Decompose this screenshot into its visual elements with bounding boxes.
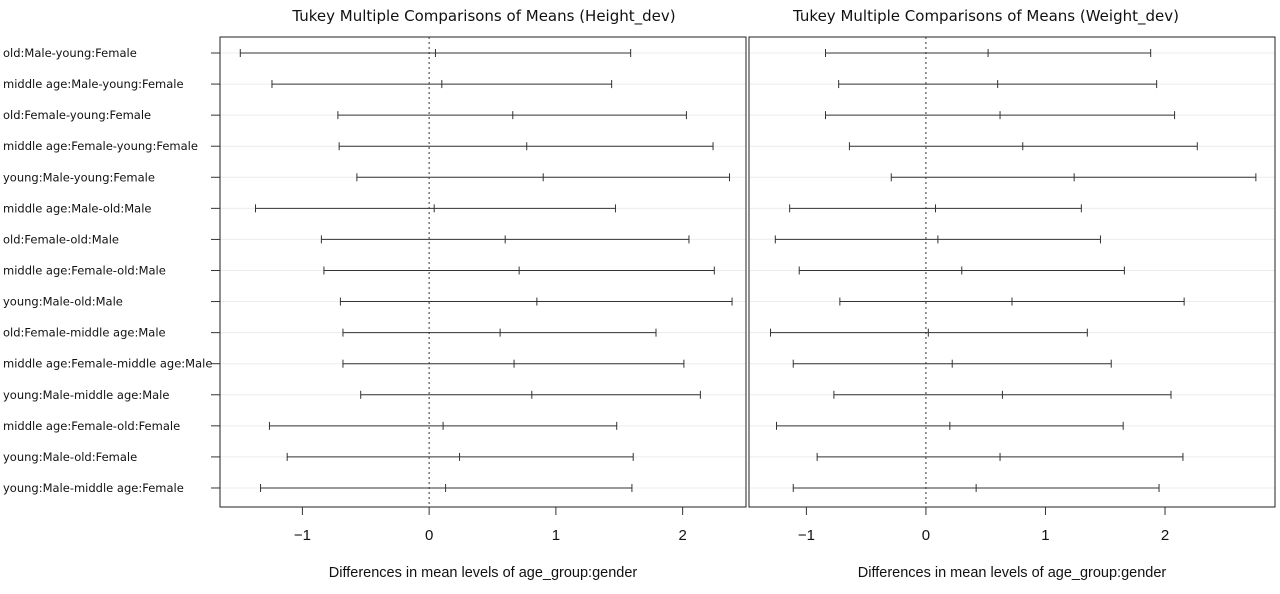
category-label: young:Male-young:Female [3, 170, 155, 184]
chart-panel-1: Tukey Multiple Comparisons of Means (Hei… [3, 7, 747, 581]
chart-panel-2: Tukey Multiple Comparisons of Means (Wei… [748, 7, 1276, 581]
category-label: middle age:Female-old:Male [3, 263, 166, 277]
x-axis-label: Differences in mean levels of age_group:… [329, 565, 638, 581]
category-label: middle age:Female-middle age:Male [3, 357, 212, 371]
category-label: young:Male-middle age:Female [3, 481, 184, 495]
x-axis-label: Differences in mean levels of age_group:… [858, 565, 1167, 581]
category-label: old:Female-middle age:Male [3, 326, 166, 340]
category-label: old:Female-old:Male [3, 232, 119, 246]
category-label: young:Male-old:Female [3, 450, 137, 464]
chart-title: Tukey Multiple Comparisons of Means (Hei… [291, 7, 675, 26]
x-tick-label: 1 [1041, 527, 1049, 544]
category-label: middle age:Female-old:Female [3, 419, 180, 433]
x-tick-label: 0 [425, 527, 433, 544]
plot-frame [219, 36, 747, 508]
x-tick-label: 0 [922, 527, 930, 544]
x-tick-label: 1 [552, 527, 560, 544]
category-label: middle age:Male-old:Male [3, 201, 151, 215]
category-label: old:Male-young:Female [3, 46, 137, 60]
category-label: middle age:Female-young:Female [3, 139, 198, 153]
category-label: middle age:Male-young:Female [3, 77, 184, 91]
plot-frame [748, 36, 1276, 508]
chart-title: Tukey Multiple Comparisons of Means (Wei… [792, 7, 1179, 26]
x-tick-label: 2 [678, 527, 686, 544]
category-label: young:Male-old:Male [3, 295, 123, 309]
category-label: young:Male-middle age:Male [3, 388, 169, 402]
x-tick-label: −1 [294, 527, 311, 544]
x-tick-label: −1 [798, 527, 815, 544]
category-label: old:Female-young:Female [3, 108, 151, 122]
x-tick-label: 2 [1161, 527, 1169, 544]
